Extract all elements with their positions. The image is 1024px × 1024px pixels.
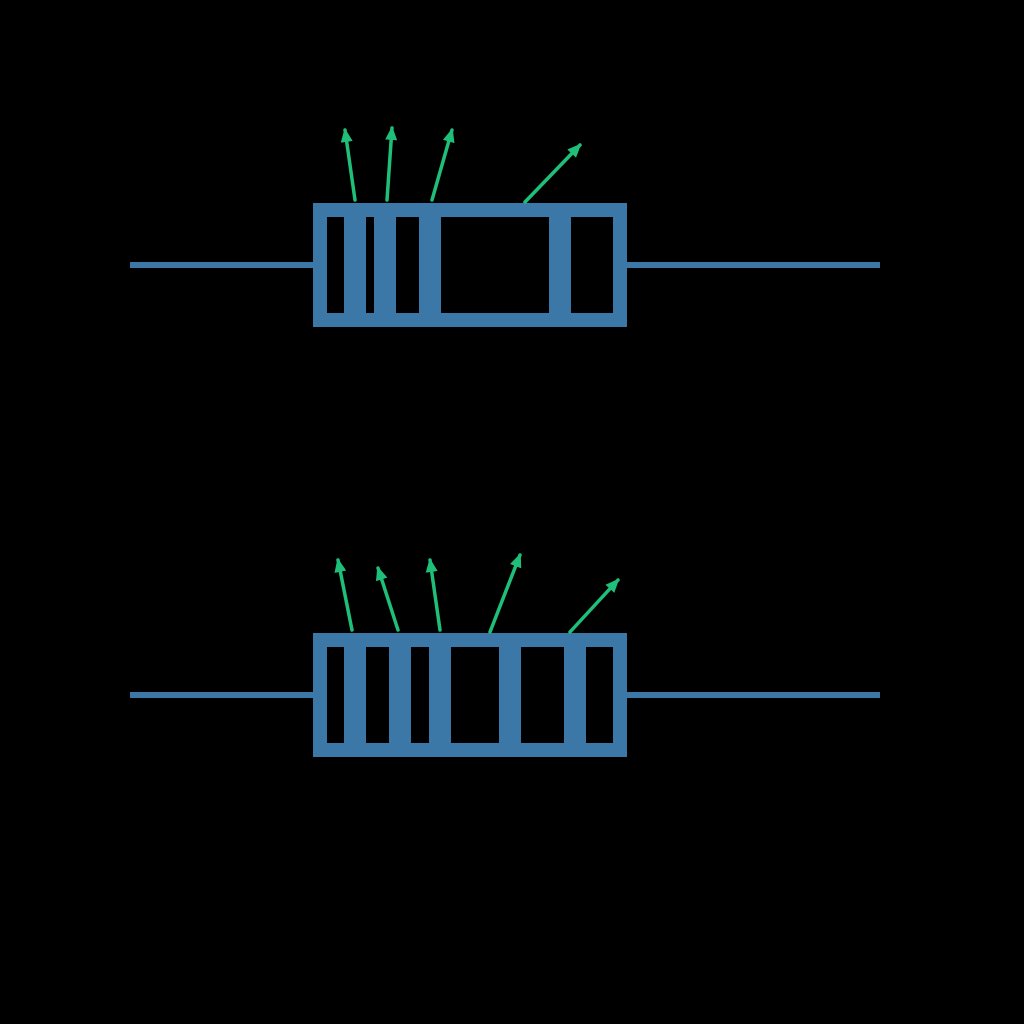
background: [0, 0, 1024, 1024]
resistor-color-band-diagram: [0, 0, 1024, 1024]
